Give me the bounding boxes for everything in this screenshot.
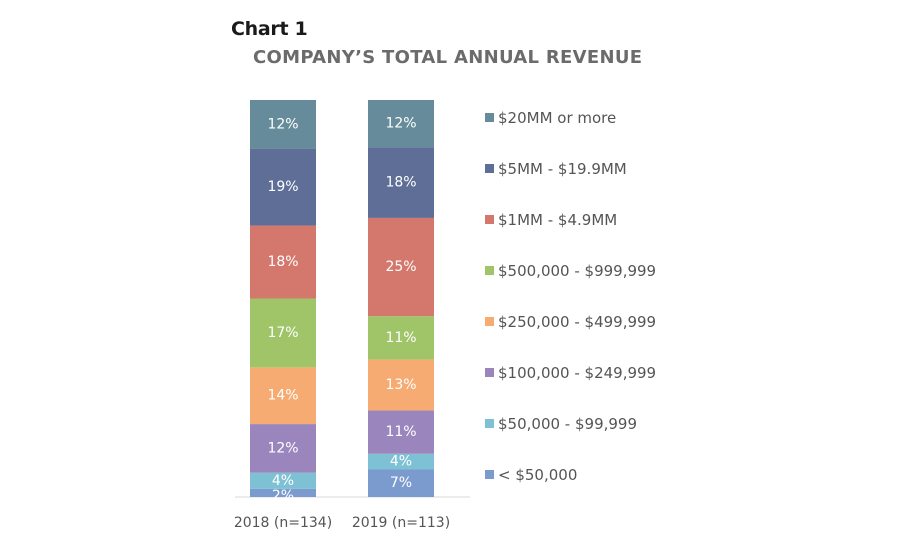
bar-segment: [250, 225, 316, 299]
bar-segment: [368, 359, 434, 411]
chart-title: Chart 1: [231, 18, 308, 40]
data-label: 18%: [385, 175, 416, 191]
bar-segment: [250, 488, 316, 497]
category-label: 2019 (n=113): [352, 515, 450, 531]
legend-item: $100,000 - $249,999: [485, 364, 656, 382]
bars-group: 2%4%12%14%17%18%19%12%7%4%11%13%11%25%18…: [250, 100, 434, 504]
category-label: 2018 (n=134): [234, 515, 332, 531]
data-label: 2%: [272, 488, 294, 504]
legend-label: < $50,000: [498, 466, 577, 484]
legend-item: < $50,000: [485, 466, 577, 484]
legend-label: $50,000 - $99,999: [498, 415, 637, 433]
legend-label: $1MM - $4.9MM: [498, 211, 617, 229]
bar-segment: [368, 147, 434, 218]
bar-segment: [250, 472, 316, 489]
data-label: 12%: [385, 116, 416, 132]
legend-swatch: [485, 164, 494, 173]
data-label: 14%: [267, 388, 298, 404]
data-label: 25%: [385, 259, 416, 275]
data-label: 4%: [272, 473, 294, 489]
legend-label: $250,000 - $499,999: [498, 313, 656, 331]
data-label: 17%: [267, 325, 298, 341]
bar-segment: [368, 316, 434, 360]
bar-segment: [368, 217, 434, 317]
legend: $20MM or more $5MM - $19.9MM $1MM - $4.9MM…: [485, 109, 656, 484]
legend-item: $50,000 - $99,999: [485, 415, 637, 433]
bar-segment: [250, 424, 316, 473]
legend-item: $500,000 - $999,999: [485, 262, 656, 280]
legend-label: $5MM - $19.9MM: [498, 160, 627, 178]
data-label: 12%: [267, 116, 298, 132]
legend-swatch: [485, 266, 494, 275]
bar-segment: [368, 453, 434, 470]
legend-label: $100,000 - $249,999: [498, 364, 656, 382]
data-label: 18%: [267, 254, 298, 270]
category-labels: 2018 (n=134) 2019 (n=113): [234, 515, 450, 531]
legend-swatch: [485, 113, 494, 122]
legend-item: $20MM or more: [485, 109, 616, 127]
data-label: 19%: [267, 179, 298, 195]
bar-segment: [368, 100, 434, 148]
legend-label: $20MM or more: [498, 109, 616, 127]
data-label: 13%: [385, 377, 416, 393]
bar-segment: [368, 410, 434, 454]
legend-item: $250,000 - $499,999: [485, 313, 656, 331]
bar-segment: [250, 100, 316, 149]
legend-swatch: [485, 317, 494, 326]
data-label: 7%: [390, 475, 412, 491]
legend-swatch: [485, 215, 494, 224]
data-label: 11%: [385, 424, 416, 440]
chart-subtitle: COMPANY’S TOTAL ANNUAL REVENUE: [253, 47, 643, 68]
legend-swatch: [485, 470, 494, 479]
bar-segment: [250, 148, 316, 226]
data-label: 12%: [267, 440, 298, 456]
legend-swatch: [485, 368, 494, 377]
data-label: 11%: [385, 330, 416, 346]
legend-label: $500,000 - $999,999: [498, 262, 656, 280]
legend-swatch: [485, 419, 494, 428]
legend-item: $1MM - $4.9MM: [485, 211, 617, 229]
bar-segment: [250, 298, 316, 368]
bar-segment: [368, 469, 434, 497]
bar-segment: [250, 367, 316, 425]
data-label: 4%: [390, 454, 412, 470]
legend-item: $5MM - $19.9MM: [485, 160, 627, 178]
